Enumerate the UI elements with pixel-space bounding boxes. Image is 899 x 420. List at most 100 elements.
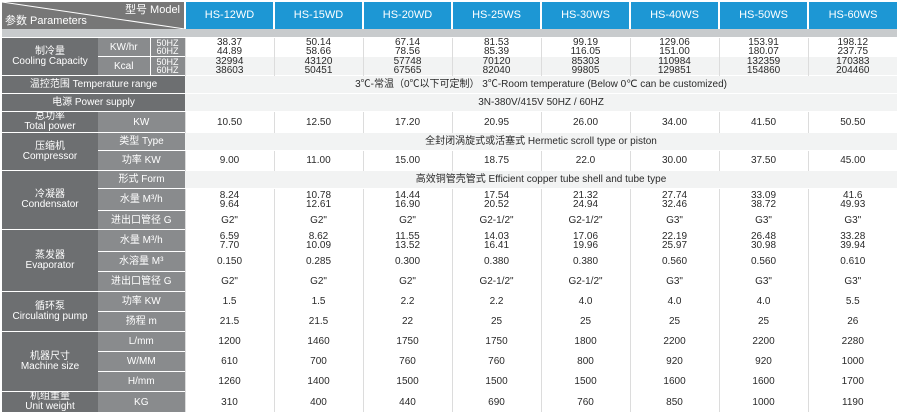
weight-cell: 310 — [184, 391, 275, 412]
evaporator-water-cell: 14.03 16.41 — [451, 229, 542, 252]
evaporator-label-en: Evaporator — [25, 259, 75, 271]
pump-power-cell: 1.5 — [273, 291, 364, 312]
model-name: HS-60WS — [808, 2, 898, 29]
evaporator-water-cell: 8.62 10.09 — [273, 229, 364, 252]
total-power-cell: 26.00 — [540, 111, 631, 133]
cooling-label: 制冷量 Cooling Capacity — [2, 37, 98, 76]
cooling-kcal-cell: 132359 154860 — [718, 56, 809, 76]
cooling-kw-row: 制冷量 Cooling Capacity KW/hr 50HZ 60HZ 38.3… — [2, 37, 898, 76]
model-label: 型号 Model — [124, 4, 181, 16]
cooling-kcal-row: Kcal 50HZ 60HZ 32994 38603 43120 50451 5774… — [2, 56, 898, 76]
power-supply-value: 3N-380V/415V 50HZ / 60HZ — [185, 93, 898, 112]
params-label: 参数 Parameters — [5, 15, 87, 27]
evaporator-volume-cell: 0.560 — [718, 251, 809, 272]
compressor-power-cell: 15.00 — [362, 150, 453, 171]
weight-cell: 440 — [362, 391, 453, 412]
compressor-power-cell: 30.00 — [629, 150, 720, 171]
condenser-label: 冷凝器 Condensator — [2, 170, 98, 230]
weight-cell: 850 — [629, 391, 720, 412]
weight-cell: 400 — [273, 391, 364, 412]
cooling-kcal-cell: 70120 82040 — [451, 56, 542, 76]
model-name: HS-15WD — [274, 2, 365, 29]
pump-head-cell: 25 — [451, 311, 542, 332]
size-h-cell: 1400 — [273, 371, 364, 392]
temp-range-label: 温控范围 Temperature range — [2, 75, 186, 94]
pump-head-cell: 22 — [362, 311, 453, 332]
evaporator-water-label: 水量 M³/h — [98, 229, 186, 252]
condenser-form-value: 高效铜管壳管式 Efficient copper tube shell and … — [185, 170, 898, 189]
cooling-unit-kcal: Kcal — [98, 56, 150, 76]
compressor-label-cn: 压缩机 — [35, 140, 65, 152]
condenser-pipe-cell: G2-1/2" — [451, 210, 542, 230]
spec-table: 型号 Model 参数 Parameters HS-12WD HS-15WD H… — [2, 2, 898, 412]
condenser-water-cell: 17.54 20.52 — [451, 188, 542, 211]
evaporator-pipe-cell: G2-1/2" — [540, 271, 631, 292]
compressor-power-cell: 37.50 — [718, 150, 809, 171]
evaporator-water-cell: 17.06 19.96 — [540, 229, 631, 252]
model-name: HS-30WS — [541, 2, 632, 29]
size-w-cell: 610 — [184, 351, 275, 372]
evaporator-volume-label: 水溶量 M³ — [98, 251, 186, 272]
weight-label: 机组重量 Unit weight — [2, 391, 98, 412]
cooling-kcal-cell: 57748 67565 — [362, 56, 453, 76]
condenser-label-cn: 冷凝器 — [35, 189, 65, 200]
compressor-power-cell: 45.00 — [807, 150, 898, 171]
condenser-label-en: Condensator — [21, 199, 79, 210]
evaporator-pipe-row: 进出口管径 G G2" G2" G2" G2-1/2" G2-1/2" G3" … — [2, 271, 898, 292]
size-w-cell: 760 — [451, 351, 542, 372]
pump-power-cell: 5.5 — [807, 291, 898, 312]
total-power-label: 总功率 Total power — [2, 111, 98, 133]
size-h-cell: 1260 — [184, 371, 275, 392]
size-h-cell: 1500 — [451, 371, 542, 392]
total-power-cell: 41.50 — [718, 111, 809, 133]
cooling-kcal-cell: 43120 50451 — [273, 56, 364, 76]
condenser-water-label: 水量 M³/h — [98, 188, 186, 211]
compressor-power-cell: 9.00 — [184, 150, 275, 171]
total-power-cell: 12.50 — [273, 111, 364, 133]
condenser-water-cell: 14.44 16.90 — [362, 188, 453, 211]
header-corner: 型号 Model 参数 Parameters — [2, 2, 187, 29]
size-h-label: H/mm — [98, 371, 186, 392]
total-power-cell: 10.50 — [184, 111, 275, 133]
evaporator-pipe-cell: G3" — [807, 271, 898, 292]
pump-head-cell: 25 — [718, 311, 809, 332]
pump-head-cell: 21.5 — [273, 311, 364, 332]
pump-head-row: 扬程 m 21.5 21.5 22 25 25 25 25 26 — [2, 311, 898, 332]
size-l-cell: 1750 — [451, 331, 542, 352]
total-power-label-en: Total power — [24, 121, 76, 132]
header-strip — [2, 29, 898, 38]
compressor-power-cell: 18.75 — [451, 150, 542, 171]
pump-power-label: 功率 KW — [98, 291, 186, 312]
total-power-label-cn: 总功率 — [35, 111, 65, 122]
size-h-cell: 1700 — [807, 371, 898, 392]
total-power-row: 总功率 Total power KW 10.50 12.50 17.20 20.… — [2, 111, 898, 133]
evaporator-pipe-label: 进出口管径 G — [98, 271, 186, 292]
condenser-pipe-cell: G2" — [362, 210, 453, 230]
evaporator-volume-cell: 0.150 — [184, 251, 275, 272]
cooling-kcal-cell: 170383 204460 — [807, 56, 898, 76]
size-l-cell: 1460 — [273, 331, 364, 352]
hz-label: 50HZ 60HZ — [149, 56, 186, 76]
cooling-kcal-cell: 110984 129851 — [629, 56, 720, 76]
condenser-pipe-cell: G3" — [718, 210, 809, 230]
weight-label-cn: 机组重量 — [30, 391, 70, 402]
cooling-kcal-cell: 32994 38603 — [184, 56, 275, 76]
condenser-pipe-cell: G3" — [629, 210, 720, 230]
model-name: HS-25WS — [452, 2, 543, 29]
weight-row: 机组重量 Unit weight KG 310 400 440 690 760 … — [2, 391, 898, 412]
condenser-form-label: 形式 Form — [98, 170, 186, 189]
power-supply-row: 电源 Power supply 3N-380V/415V 50HZ / 60HZ — [2, 93, 898, 112]
condenser-pipe-label: 进出口管径 G — [98, 210, 186, 230]
size-h-cell: 1600 — [629, 371, 720, 392]
pump-label-cn: 循环泵 — [35, 300, 65, 312]
evaporator-water-cell: 22.19 25.97 — [629, 229, 720, 252]
size-l-cell: 1800 — [540, 331, 631, 352]
evaporator-pipe-cell: G2" — [184, 271, 275, 292]
evaporator-volume-cell: 0.380 — [540, 251, 631, 272]
pump-head-label: 扬程 m — [98, 311, 186, 332]
pump-power-cell: 1.5 — [184, 291, 275, 312]
size-l-cell: 1750 — [362, 331, 453, 352]
cooling-kw-cell: 50.14 58.66 — [273, 37, 364, 57]
weight-cell: 690 — [451, 391, 542, 412]
evaporator-label: 蒸发器 Evaporator — [2, 229, 98, 292]
